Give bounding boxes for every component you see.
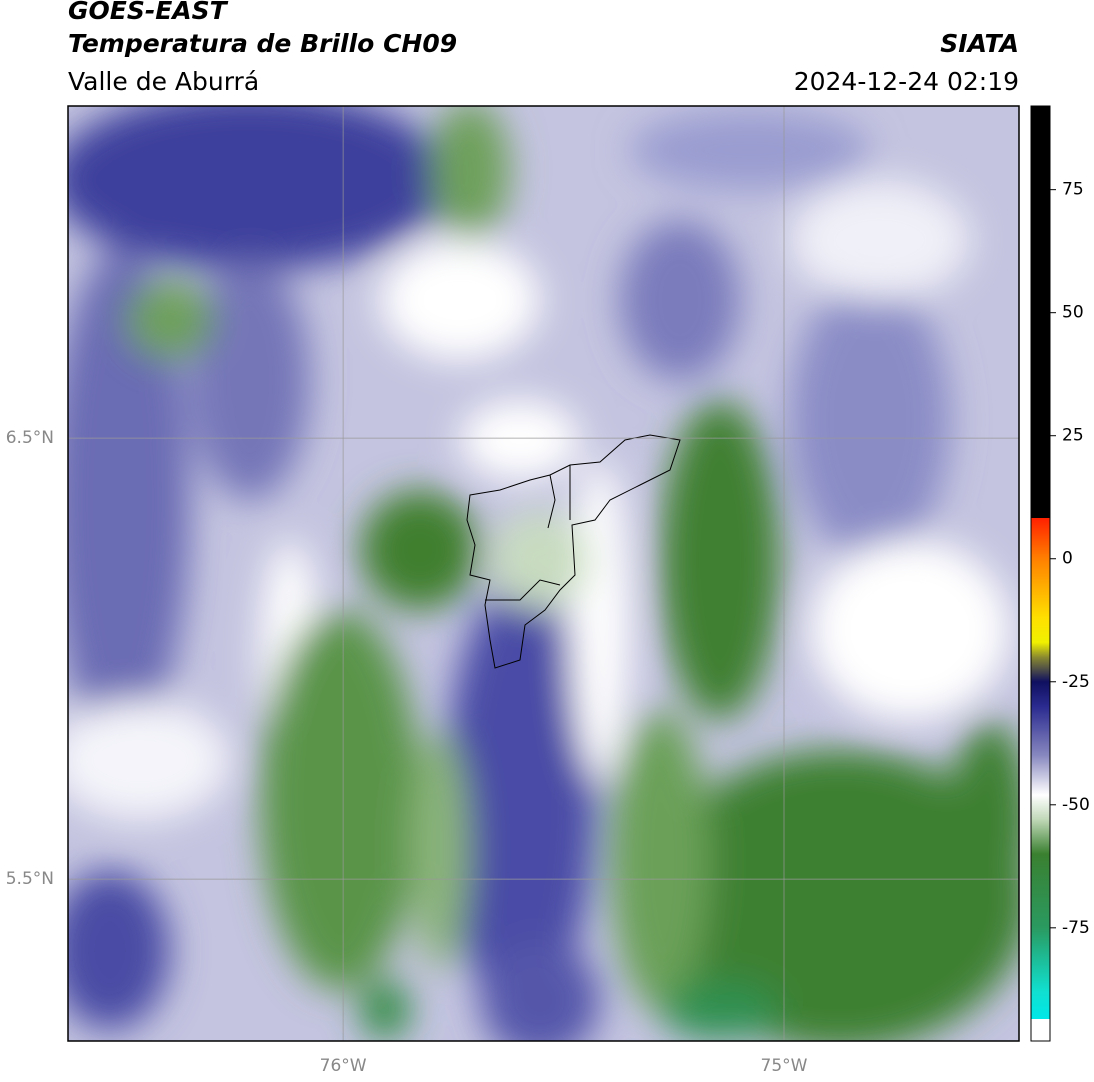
colorbar-tick-label: 50 <box>1062 303 1084 323</box>
y-tick-label: 5.5°N <box>6 869 54 889</box>
source: SIATA <box>940 29 1019 58</box>
x-tick-label: 75°W <box>761 1056 808 1076</box>
map-frame <box>67 105 1020 1042</box>
municipal-borders <box>466 434 681 669</box>
colorbar-tick-label: -50 <box>1062 795 1090 815</box>
colorbar-tick-label: 0 <box>1062 549 1073 569</box>
colorbar-tick-label: -25 <box>1062 672 1090 692</box>
y-tick-label: 6.5°N <box>6 428 54 448</box>
datetime: 2024-12-24 02:19 <box>794 67 1019 96</box>
subtitle: Temperatura de Brillo CH09 <box>68 29 457 58</box>
region: Valle de Aburrá <box>68 67 259 96</box>
graticule <box>68 106 1019 1041</box>
x-tick-label: 76°W <box>320 1056 367 1076</box>
title: GOES-EAST <box>68 0 229 25</box>
colorbar-tick-label: -75 <box>1062 918 1090 938</box>
colorbar-tick-label: 75 <box>1062 180 1084 200</box>
colorbar <box>1030 105 1051 1042</box>
field <box>68 106 1019 1041</box>
colorbar-tick-label: 25 <box>1062 426 1084 446</box>
